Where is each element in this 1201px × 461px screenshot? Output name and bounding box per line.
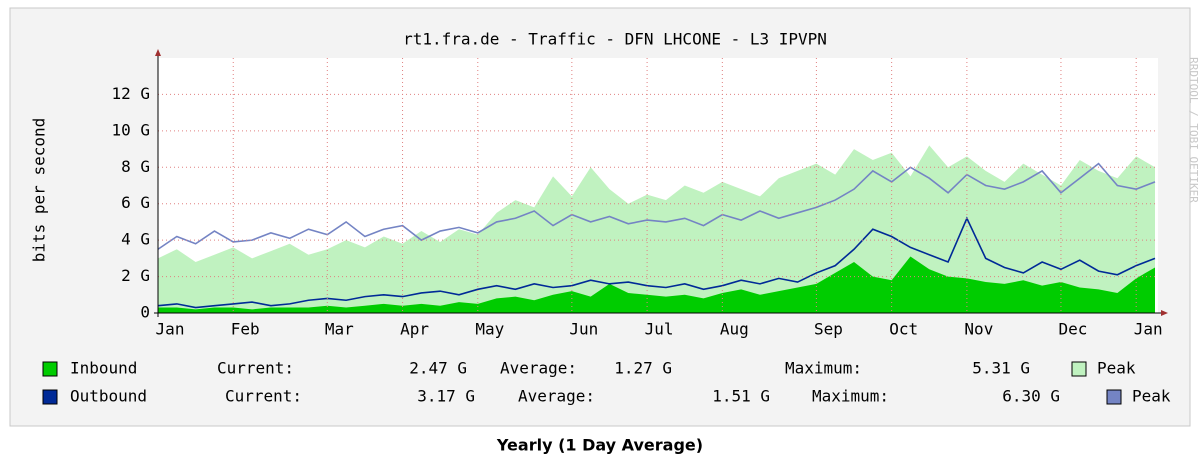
stat-label: Average: [518, 387, 595, 406]
watermark: RRDTOOL / TOBI OETIKER [1187, 57, 1200, 203]
stat-label: Average: [500, 359, 577, 378]
stat-label: Maximum: [785, 359, 862, 378]
legend-label: Peak [1097, 359, 1136, 378]
legend-swatch [42, 361, 58, 377]
x-tick-label: Nov [964, 320, 993, 339]
x-tick-label: Apr [400, 320, 429, 339]
x-tick-label: May [475, 320, 504, 339]
y-tick-label: 12 G [111, 84, 150, 103]
stat-value: 2.47 G [409, 359, 467, 378]
x-tick-label: Aug [720, 320, 749, 339]
y-tick-label: 0 [140, 303, 150, 322]
legend-swatch [1071, 361, 1087, 377]
stat-label: Current: [225, 387, 302, 406]
stat-value: 6.30 G [1002, 387, 1060, 406]
x-tick-label: Oct [889, 320, 918, 339]
y-tick-label: 8 G [121, 157, 150, 176]
x-tick-label: Jan [1134, 320, 1163, 339]
x-tick-label: Mar [325, 320, 354, 339]
stat-value: 1.51 G [712, 387, 770, 406]
y-tick-label: 6 G [121, 193, 150, 212]
x-tick-label: Feb [231, 320, 260, 339]
chart-title: rt1.fra.de - Traffic - DFN LHCONE - L3 I… [403, 30, 827, 49]
x-tick-label: Sep [814, 320, 843, 339]
stat-value: 1.27 G [614, 359, 672, 378]
legend-swatch [1106, 389, 1122, 405]
series-area [158, 256, 1155, 313]
stat-value: 3.17 G [417, 387, 475, 406]
stat-label: Maximum: [812, 387, 889, 406]
x-tick-label: Dec [1058, 320, 1087, 339]
legend-label: Peak [1132, 387, 1171, 406]
y-tick-label: 10 G [111, 120, 150, 139]
stat-value: 5.31 G [972, 359, 1030, 378]
x-tick-label: Jun [569, 320, 598, 339]
legend-label: Inbound [70, 359, 137, 378]
x-tick-label: Jan [156, 320, 185, 339]
y-tick-label: 2 G [121, 266, 150, 285]
series-line [157, 162, 1156, 250]
stat-label: Current: [217, 359, 294, 378]
x-tick-label: Jul [645, 320, 674, 339]
y-tick-label: 4 G [121, 230, 150, 249]
legend-label: Outbound [70, 387, 147, 406]
legend-swatch [42, 389, 58, 405]
series-line [157, 216, 1156, 309]
caption: Yearly (1 Day Average) [496, 436, 703, 455]
y-axis-arrow [155, 49, 161, 56]
y-axis-label: bits per second [30, 118, 49, 263]
x-axis-arrow [1161, 310, 1168, 316]
